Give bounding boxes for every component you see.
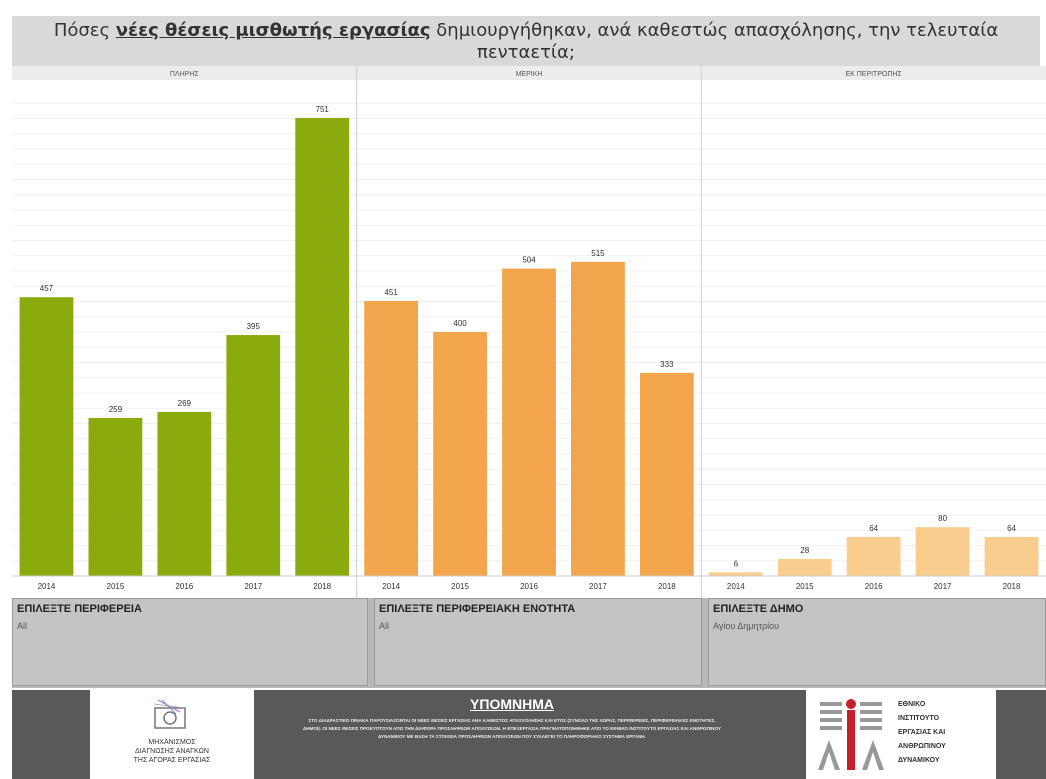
panel-title: ΕΚ ΠΕΡΙΤΡΟΠΗΣ	[845, 71, 902, 78]
data-label: 751	[316, 105, 330, 114]
data-label: 259	[109, 405, 123, 414]
legend: ΥΠΟΜΝΗΜΑ ΣΤΟ ΔΙΑΔΡΑΣΤΙΚΟ ΠΙΝΑΚΑ ΠΑΡΟΥΣΙΑ…	[302, 696, 722, 741]
x-tick-label: 2014	[38, 582, 56, 591]
x-tick-label: 2018	[658, 582, 676, 591]
region-filter-label: ΕΠΙΛΕΞΤΕ ΠΕΡΙΦΕΡΕΙΑ	[17, 603, 142, 615]
data-label: 515	[591, 249, 605, 258]
filter-panel: ΕΠΙΛΕΞΤΕ ΠΕΡΙΦΕΡΕΙΑ All ΕΠΙΛΕΞΤΕ ΠΕΡΙΦΕΡ…	[12, 598, 1046, 688]
bar-chart: ΠΛΗΡΗΣ 457 2014 259 2015 269 2016 395 2017 751 201…	[12, 66, 1046, 598]
data-label: 80	[938, 514, 947, 523]
legend-text: ΣΤΟ ΔΙΑΔΡΑΣΤΙΚΟ ΠΙΝΑΚΑ ΠΑΡΟΥΣΙΑΖΟΝΤΑΙ ΟΙ…	[303, 718, 721, 739]
data-label: 457	[40, 284, 54, 293]
data-label: 64	[1007, 524, 1016, 533]
eiead-logo: ΕΘΝΙΚΟ ΙΝΣΤΙΤΟΥΤΟ ΕΡΓΑΣΙΑΣ ΚΑΙ ΑΝΘΡΩΠΙΝΟ…	[806, 690, 996, 779]
camera-icon	[153, 699, 186, 729]
x-tick-label: 2017	[589, 582, 607, 591]
bar	[846, 536, 901, 576]
regional-unit-filter-value[interactable]: All	[379, 621, 390, 631]
municipality-filter[interactable]: ΕΠΙΛΕΞΤΕ ΔΗΜΟ Αγίου Δημητρίου	[708, 598, 1046, 686]
x-tick-label: 2016	[520, 582, 538, 591]
left-logo-text: ΜΗΧΑΝΙΣΜΟΣ ΔΙΑΓΝΩΣΗΣ ΑΝΑΓΚΩΝ ΤΗΣ ΑΓΟΡΑΣ …	[133, 739, 211, 764]
x-tick-label: 2018	[1003, 582, 1021, 591]
legend-title: ΥΠΟΜΝΗΜΑ	[470, 696, 554, 712]
panel-1: ΠΛΗΡΗΣ 457 2014 259 2015 269 2016 395 2017 751 201…	[12, 66, 357, 598]
bar	[639, 372, 694, 576]
panel-header	[701, 66, 1046, 80]
x-tick-label: 2016	[865, 582, 883, 591]
regional-unit-filter[interactable]: ΕΠΙΛΕΞΤΕ ΠΕΡΙΦΕΡΕΙΑΚΗ ΕΝΟΤΗΤΑ All	[374, 598, 702, 686]
regional-unit-filter-label: ΕΠΙΛΕΞΤΕ ΠΕΡΙΦΕΡΕΙΑΚΗ ΕΝΟΤΗΤΑ	[379, 603, 576, 615]
x-tick-label: 2015	[107, 582, 125, 591]
title-prefix: Πόσες	[53, 20, 116, 41]
bar	[433, 332, 487, 576]
data-label: 28	[800, 546, 809, 555]
bar	[915, 527, 970, 576]
region-filter[interactable]: ΕΠΙΛΕΞΤΕ ΠΕΡΙΦΕΡΕΙΑ All	[12, 598, 368, 686]
panel-header	[356, 66, 702, 80]
right-logo-text: ΕΘΝΙΚΟ ΙΝΣΤΙΤΟΥΤΟ ΕΡΓΑΣΙΑΣ ΚΑΙ ΑΝΘΡΩΠΙΝΟ…	[898, 701, 946, 764]
x-tick-label: 2016	[175, 582, 193, 591]
data-label: 400	[453, 319, 467, 328]
data-label: 504	[522, 256, 536, 265]
panel-title: ΠΛΗΡΗΣ	[170, 71, 200, 78]
bar	[364, 300, 419, 576]
bar	[502, 268, 556, 576]
x-tick-label: 2015	[796, 582, 814, 591]
bar	[295, 117, 350, 576]
bar	[708, 572, 763, 576]
panel-title: ΜΕΡΙΚΗ	[516, 71, 543, 78]
data-label: 395	[247, 322, 261, 331]
bar	[19, 297, 74, 576]
data-label: 451	[384, 288, 398, 297]
panel-header	[12, 66, 357, 80]
region-filter-value[interactable]: All	[17, 621, 28, 631]
municipality-filter-label: ΕΠΙΛΕΞΤΕ ΔΗΜΟ	[713, 603, 804, 615]
page-title: Πόσες νέες θέσεις μισθωτής εργασίας δημι…	[12, 16, 1040, 66]
municipality-filter-value[interactable]: Αγίου Δημητρίου	[713, 621, 780, 631]
labour-market-mechanism-logo: ΜΗΧΑΝΙΣΜΟΣ ΔΙΑΓΝΩΣΗΣ ΑΝΑΓΚΩΝ ΤΗΣ ΑΓΟΡΑΣ …	[90, 690, 254, 779]
panel-3: ΕΚ ΠΕΡΙΤΡΟΠΗΣ 6 2014 28 2015 64 2016 80 2017 64 20…	[701, 66, 1046, 598]
eiead-emblem-icon	[818, 699, 884, 770]
x-tick-label: 2015	[451, 582, 469, 591]
x-tick-label: 2014	[382, 582, 400, 591]
bar	[226, 335, 281, 576]
data-label: 269	[178, 399, 192, 408]
x-tick-label: 2018	[313, 582, 331, 591]
bar	[571, 261, 625, 576]
data-label: 333	[660, 360, 674, 369]
title-highlight: νέες θέσεις μισθωτής εργασίας	[115, 20, 431, 41]
x-tick-label: 2017	[934, 582, 952, 591]
data-label: 64	[869, 524, 878, 533]
x-tick-label: 2017	[244, 582, 262, 591]
panel-2: ΜΕΡΙΚΗ 451 2014 400 2015 504 2016 515 2017 333 201…	[356, 66, 702, 598]
data-label: 6	[734, 559, 739, 568]
x-tick-label: 2014	[727, 582, 745, 591]
bar	[157, 411, 212, 576]
bar	[88, 418, 143, 576]
footer: ΜΗΧΑΝΙΣΜΟΣ ΔΙΑΓΝΩΣΗΣ ΑΝΑΓΚΩΝ ΤΗΣ ΑΓΟΡΑΣ …	[12, 690, 1046, 779]
bar	[984, 536, 1039, 576]
bar	[777, 558, 832, 576]
title-suffix: δημιουργήθηκαν, ανά καθεστώς απασχόλησης…	[430, 20, 999, 63]
